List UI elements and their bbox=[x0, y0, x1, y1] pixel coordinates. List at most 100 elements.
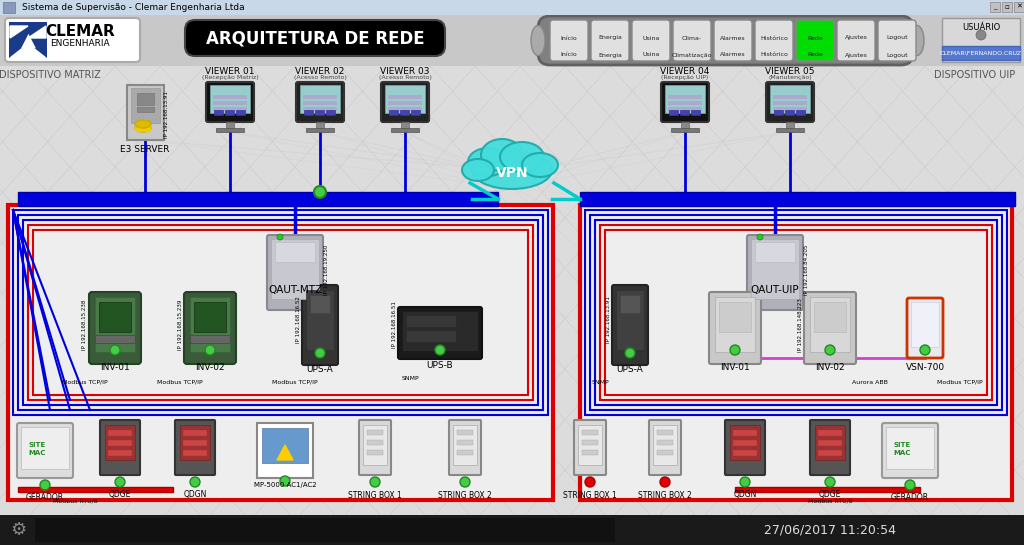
Bar bbox=[886, 427, 934, 469]
Text: Histórico: Histórico bbox=[760, 52, 787, 58]
Bar bbox=[582, 430, 598, 435]
FancyBboxPatch shape bbox=[185, 20, 445, 56]
Text: USUÁRIO: USUÁRIO bbox=[962, 22, 1000, 32]
Bar bbox=[402, 311, 478, 351]
Circle shape bbox=[315, 348, 325, 358]
Bar bbox=[180, 425, 210, 460]
Ellipse shape bbox=[522, 153, 558, 177]
Text: Clima-: Clima- bbox=[682, 35, 702, 40]
Bar bbox=[773, 101, 807, 105]
Bar bbox=[406, 330, 456, 342]
Bar bbox=[457, 440, 473, 445]
Text: Início: Início bbox=[560, 35, 578, 40]
Text: STRING BOX 1: STRING BOX 1 bbox=[563, 492, 616, 500]
Bar bbox=[815, 425, 845, 460]
Bar bbox=[773, 107, 807, 111]
FancyBboxPatch shape bbox=[381, 82, 429, 122]
Text: Modbus TCP/IP: Modbus TCP/IP bbox=[937, 379, 983, 385]
FancyBboxPatch shape bbox=[796, 20, 834, 61]
Bar bbox=[681, 122, 689, 128]
Text: Modbus RTU/8: Modbus RTU/8 bbox=[52, 499, 97, 504]
Bar bbox=[733, 440, 757, 446]
Bar bbox=[668, 101, 702, 105]
Bar bbox=[183, 430, 207, 436]
Text: Início: Início bbox=[560, 52, 578, 58]
Text: Rede: Rede bbox=[807, 35, 823, 40]
FancyBboxPatch shape bbox=[766, 82, 814, 122]
Bar bbox=[183, 450, 207, 456]
Bar bbox=[183, 440, 207, 446]
Bar bbox=[774, 110, 783, 115]
Circle shape bbox=[825, 345, 835, 355]
Bar bbox=[18, 487, 173, 492]
Bar bbox=[8, 205, 553, 500]
Bar bbox=[0, 66, 1024, 515]
Bar bbox=[326, 110, 335, 115]
Ellipse shape bbox=[976, 30, 986, 40]
Text: STRING BOX 2: STRING BOX 2 bbox=[638, 492, 692, 500]
Bar bbox=[665, 85, 705, 113]
Text: QAUT-MTZ: QAUT-MTZ bbox=[268, 285, 323, 295]
Bar bbox=[0, 0, 1024, 15]
Ellipse shape bbox=[472, 151, 552, 189]
Bar bbox=[213, 107, 247, 111]
Circle shape bbox=[825, 477, 835, 487]
Bar bbox=[13, 210, 548, 415]
Circle shape bbox=[660, 477, 670, 487]
FancyBboxPatch shape bbox=[673, 20, 711, 61]
FancyBboxPatch shape bbox=[591, 20, 629, 61]
Bar bbox=[137, 93, 154, 105]
Bar bbox=[127, 85, 164, 140]
Bar bbox=[818, 450, 842, 456]
Bar bbox=[236, 110, 245, 115]
Text: Histórico: Histórico bbox=[760, 35, 787, 40]
Bar bbox=[582, 440, 598, 445]
Bar bbox=[668, 95, 702, 99]
Bar bbox=[213, 95, 247, 99]
Text: IP 192.168.16.52: IP 192.168.16.52 bbox=[296, 296, 300, 343]
Bar bbox=[796, 110, 805, 115]
Bar bbox=[225, 110, 234, 115]
Bar bbox=[0, 15, 1024, 66]
Ellipse shape bbox=[135, 120, 151, 128]
FancyBboxPatch shape bbox=[449, 420, 481, 475]
Circle shape bbox=[585, 477, 595, 487]
FancyBboxPatch shape bbox=[296, 82, 344, 122]
Bar bbox=[911, 302, 939, 347]
Ellipse shape bbox=[481, 139, 523, 171]
Bar bbox=[303, 107, 337, 111]
Bar bbox=[616, 290, 644, 350]
Bar bbox=[818, 440, 842, 446]
FancyBboxPatch shape bbox=[649, 420, 681, 475]
FancyBboxPatch shape bbox=[206, 82, 254, 122]
Bar bbox=[271, 239, 319, 299]
Bar bbox=[770, 85, 810, 113]
Bar bbox=[388, 107, 422, 111]
Bar bbox=[137, 107, 154, 112]
Bar bbox=[1014, 2, 1024, 12]
Text: Modbus RTU/8: Modbus RTU/8 bbox=[808, 499, 852, 504]
Circle shape bbox=[757, 234, 763, 240]
FancyBboxPatch shape bbox=[302, 285, 338, 365]
Text: VPN: VPN bbox=[496, 166, 528, 180]
FancyBboxPatch shape bbox=[810, 420, 850, 475]
Bar bbox=[135, 124, 151, 132]
Text: ▲: ▲ bbox=[20, 31, 36, 50]
Ellipse shape bbox=[500, 142, 544, 172]
Circle shape bbox=[740, 477, 750, 487]
Text: (Acesso Remoto): (Acesso Remoto) bbox=[294, 76, 346, 81]
Text: VIEWER 03: VIEWER 03 bbox=[380, 66, 430, 76]
Text: Aurora ABB: Aurora ABB bbox=[852, 379, 888, 385]
Bar bbox=[108, 440, 132, 446]
Bar bbox=[719, 302, 751, 332]
Polygon shape bbox=[10, 26, 28, 38]
Bar bbox=[303, 101, 337, 105]
Bar bbox=[457, 430, 473, 435]
Text: STRING BOX 2: STRING BOX 2 bbox=[438, 492, 492, 500]
Bar bbox=[262, 428, 308, 463]
Bar bbox=[99, 302, 131, 332]
Polygon shape bbox=[278, 445, 293, 460]
Bar bbox=[810, 297, 850, 352]
Bar bbox=[310, 295, 330, 313]
Text: IP 192.168.84.205: IP 192.168.84.205 bbox=[805, 245, 810, 295]
